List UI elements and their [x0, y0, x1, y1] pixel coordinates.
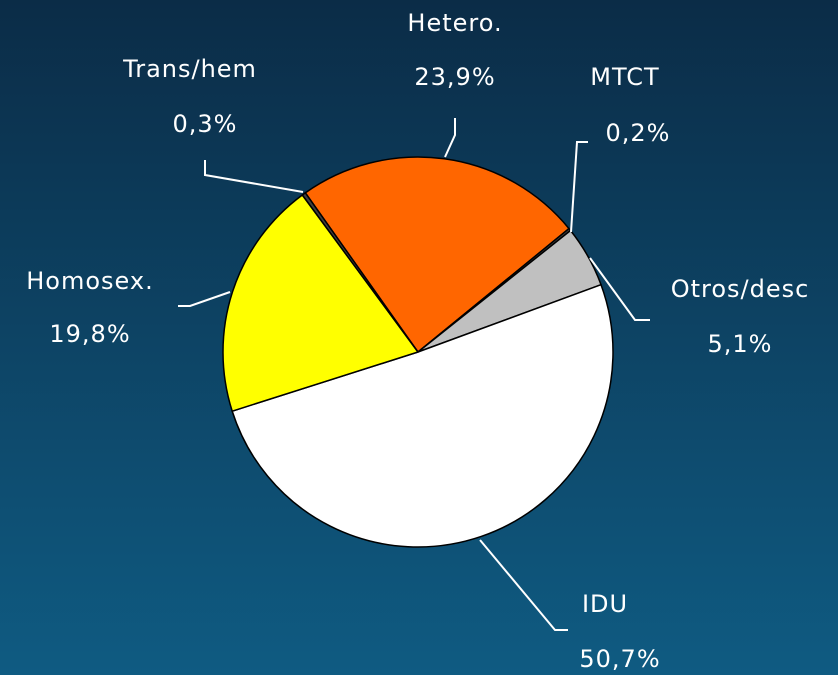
pie-slice	[231, 283, 614, 548]
pie-slice	[222, 193, 420, 413]
slice-label: IDU	[582, 590, 628, 618]
slice-value-label: 23,9%	[414, 63, 495, 91]
leader-line	[479, 539, 568, 631]
slice-value-label: 5,1%	[708, 330, 773, 358]
slice-label: Homosex.	[26, 267, 153, 295]
slice-label: Hetero.	[407, 9, 502, 37]
pie-slice	[304, 156, 571, 354]
leader-line	[204, 160, 304, 193]
pie-slice	[301, 191, 419, 353]
leader-line	[589, 257, 650, 321]
slice-label: Trans/hem	[122, 55, 257, 83]
slice-value-label: 19,8%	[49, 320, 130, 348]
slice-value-label: 0,2%	[606, 119, 671, 147]
slice-label: MTCT	[590, 63, 659, 91]
slice-value-label: 50,7%	[579, 645, 660, 673]
leader-line	[178, 291, 231, 307]
slice-value-label: 0,3%	[173, 110, 238, 138]
leader-line	[570, 141, 588, 233]
slice-label: Otros/desc	[671, 275, 810, 303]
leader-line	[444, 118, 456, 158]
